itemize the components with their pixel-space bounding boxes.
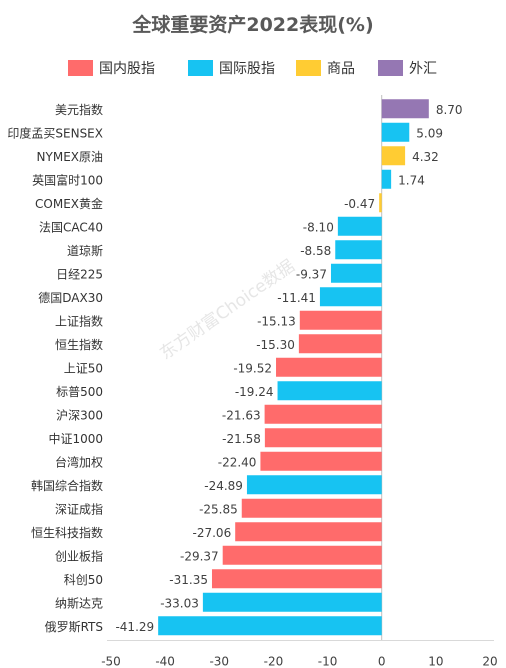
category-label: 创业板指 bbox=[55, 548, 103, 563]
x-tick-label: 0 bbox=[378, 655, 386, 668]
category-label: 上证指数 bbox=[55, 313, 103, 328]
legend-label-3: 外汇 bbox=[409, 61, 437, 77]
x-tick-label: 10 bbox=[428, 655, 443, 668]
value-label: -21.58 bbox=[222, 432, 261, 446]
x-tick-label: -20 bbox=[264, 655, 284, 668]
value-label: -24.89 bbox=[204, 479, 243, 493]
category-label: 俄罗斯RTS bbox=[45, 620, 103, 634]
x-tick-label: -40 bbox=[155, 655, 175, 668]
value-label: -15.30 bbox=[256, 338, 295, 352]
bar bbox=[235, 522, 382, 542]
category-label: 沪深300 bbox=[56, 408, 103, 422]
value-label: 5.09 bbox=[416, 126, 443, 140]
category-label: 科创50 bbox=[64, 573, 103, 587]
value-label: 4.32 bbox=[412, 150, 439, 164]
bar bbox=[222, 545, 382, 565]
value-label: 1.74 bbox=[398, 173, 425, 187]
category-label: 美元指数 bbox=[55, 102, 103, 117]
legend-swatch-3 bbox=[378, 60, 403, 76]
value-label: -21.63 bbox=[222, 408, 261, 422]
bar bbox=[381, 122, 410, 142]
value-label: -9.37 bbox=[296, 267, 327, 281]
category-label: 中证1000 bbox=[48, 431, 103, 446]
x-tick-label: -30 bbox=[209, 655, 229, 668]
bar bbox=[381, 99, 429, 119]
plot-area: -50 -40 -30 -20 -10 0 10 20 美元指数 8.70 印度孟买SENSEX 5.… bbox=[7, 95, 498, 668]
category-label: 恒生科技指数 bbox=[31, 525, 103, 540]
value-label: -22.40 bbox=[218, 455, 257, 469]
category-label: 法国CAC40 bbox=[39, 220, 103, 234]
value-label: -8.58 bbox=[300, 244, 331, 258]
value-label: -29.37 bbox=[180, 549, 219, 563]
bar bbox=[330, 263, 382, 283]
category-label: 纳斯达克 bbox=[55, 596, 103, 610]
legend: 国内股指 国际股指 商品 外汇 bbox=[68, 60, 437, 77]
category-label: 道琼斯 bbox=[67, 243, 103, 258]
value-label: -41.29 bbox=[115, 620, 154, 634]
bar bbox=[241, 498, 382, 518]
value-label: -15.13 bbox=[257, 314, 296, 328]
value-label: -19.24 bbox=[235, 385, 274, 399]
bar bbox=[381, 169, 392, 189]
category-label: 深证成指 bbox=[55, 501, 103, 516]
category-label: 日经225 bbox=[56, 267, 103, 281]
category-label: 德国DAX30 bbox=[38, 290, 103, 305]
category-label: 标普500 bbox=[56, 385, 103, 399]
value-label: 8.70 bbox=[436, 103, 463, 117]
legend-label-0: 国内股指 bbox=[99, 61, 155, 77]
category-label: NYMEX原油 bbox=[37, 150, 103, 164]
value-label: -11.41 bbox=[277, 291, 316, 305]
value-label: -8.10 bbox=[303, 220, 334, 234]
bar bbox=[298, 334, 382, 354]
legend-label-1: 国际股指 bbox=[219, 61, 275, 77]
x-tick-label: -10 bbox=[318, 655, 338, 668]
legend-swatch-1 bbox=[188, 60, 213, 76]
value-label: -27.06 bbox=[193, 526, 232, 540]
x-tick-label: 20 bbox=[482, 655, 497, 668]
value-label: -31.35 bbox=[169, 573, 208, 587]
category-label: 恒生指数 bbox=[55, 337, 103, 352]
bar bbox=[381, 146, 406, 166]
bar bbox=[158, 616, 382, 636]
bar bbox=[202, 592, 382, 612]
value-label: -33.03 bbox=[160, 596, 199, 610]
bar bbox=[299, 310, 382, 330]
legend-swatch-2 bbox=[296, 60, 321, 76]
category-label: 韩国综合指数 bbox=[31, 478, 103, 493]
bar bbox=[319, 287, 382, 307]
category-label: COMEX黄金 bbox=[35, 196, 103, 211]
category-label: 英国富时100 bbox=[32, 172, 103, 187]
legend-label-2: 商品 bbox=[327, 61, 355, 77]
bar bbox=[277, 381, 382, 401]
category-label: 上证50 bbox=[64, 361, 103, 375]
bar bbox=[211, 569, 382, 589]
category-label: 印度孟买SENSEX bbox=[7, 125, 103, 140]
bar bbox=[246, 475, 382, 495]
chart-title: 全球重要资产2022表现(%) bbox=[131, 13, 373, 36]
bar bbox=[264, 404, 382, 424]
value-label: -0.47 bbox=[344, 197, 375, 211]
value-label: -19.52 bbox=[233, 361, 272, 375]
bar bbox=[337, 216, 382, 236]
legend-swatch-0 bbox=[68, 60, 93, 76]
value-label: -25.85 bbox=[199, 502, 238, 516]
x-tick-label: -50 bbox=[101, 655, 121, 668]
bar bbox=[260, 451, 382, 471]
bar bbox=[335, 240, 382, 260]
category-label: 台湾加权 bbox=[55, 454, 103, 469]
bar bbox=[379, 193, 382, 213]
bar bbox=[276, 357, 382, 377]
bar bbox=[264, 428, 382, 448]
